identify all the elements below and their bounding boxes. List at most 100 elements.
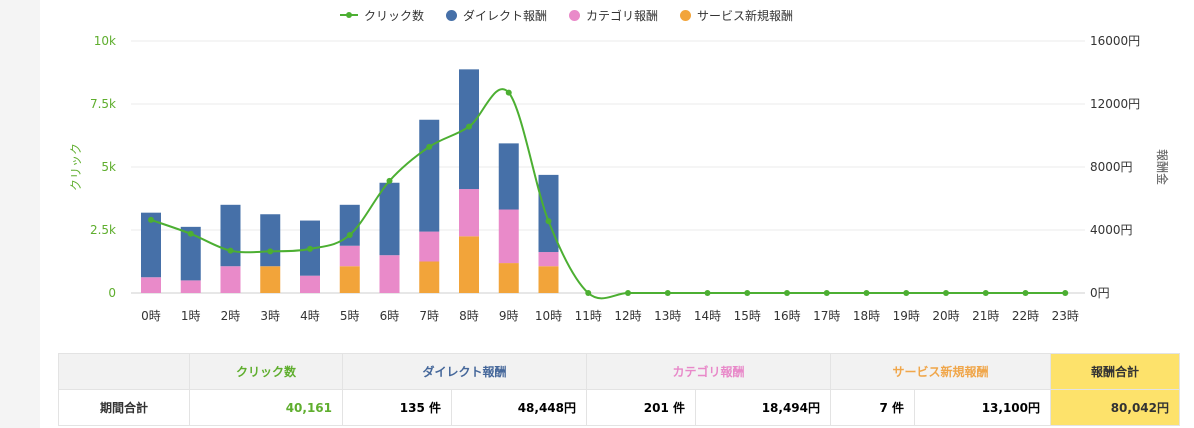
bar-category xyxy=(498,209,519,264)
legend-direct-label: ダイレクト報酬 xyxy=(463,8,548,23)
summary-header-category: カテゴリ報酬 xyxy=(586,353,831,390)
service-dot-icon xyxy=(680,9,692,21)
summary-row-label: 期間合計 xyxy=(58,389,190,426)
bar-category xyxy=(180,280,201,293)
click-point xyxy=(585,290,592,296)
click-point xyxy=(346,232,353,239)
bar-service xyxy=(538,266,559,293)
x-tick-label: 4時 xyxy=(300,309,320,323)
summary-clicks: 40,161 xyxy=(189,389,343,426)
x-tick-label: 3時 xyxy=(260,309,280,323)
click-point xyxy=(1062,290,1069,296)
legend-service[interactable]: サービス新規報酬 xyxy=(680,7,793,24)
legend-service-label: サービス新規報酬 xyxy=(697,8,794,23)
summary-total: 80,042円 xyxy=(1050,389,1180,426)
legend-clicks-label: クリック数 xyxy=(364,8,425,23)
bar-direct xyxy=(260,214,281,267)
category-dot-icon xyxy=(569,9,581,21)
bar-service xyxy=(498,263,519,293)
click-point xyxy=(903,290,910,296)
legend-clicks[interactable]: クリック数 xyxy=(340,7,424,24)
x-tick-label: 14時 xyxy=(694,309,721,323)
direct-dot-icon xyxy=(446,9,458,21)
chart-legend: クリック数 ダイレクト報酬 カテゴリ報酬 サービス新規報酬 xyxy=(340,5,793,25)
click-point xyxy=(625,290,631,296)
bar-direct xyxy=(498,143,519,210)
bar-category xyxy=(220,266,241,293)
bar-category xyxy=(459,189,479,237)
x-tick-label: 9時 xyxy=(499,309,519,323)
click-point xyxy=(823,290,830,296)
click-point xyxy=(863,290,870,296)
bar-category xyxy=(419,231,440,262)
x-tick-label: 10時 xyxy=(535,309,562,323)
bar-category xyxy=(339,245,360,267)
x-tick-label: 22時 xyxy=(1012,309,1039,323)
click-point xyxy=(1022,290,1029,296)
bar-service xyxy=(260,266,281,293)
summary-header-clicks: クリック数 xyxy=(189,353,343,390)
x-tick-label: 6時 xyxy=(380,309,400,323)
left-tick-label: 7.5k xyxy=(90,97,116,111)
x-tick-label: 21時 xyxy=(972,309,999,323)
bar-category xyxy=(379,255,400,293)
x-tick-label: 20時 xyxy=(932,309,959,323)
click-point xyxy=(386,177,393,184)
click-point xyxy=(267,248,274,255)
summary-category-amount: 18,494円 xyxy=(695,389,831,426)
left-tick-label: 10k xyxy=(94,34,116,48)
axes: 0 0円 2.5k 4000円 5k 8000円 7.5k 12000円 10k 16000円クリ… xyxy=(69,34,1170,323)
left-tick-label: 0 xyxy=(108,286,116,300)
summary-direct-amount: 48,448円 xyxy=(451,389,587,426)
x-tick-label: 13時 xyxy=(654,309,681,323)
x-tick-label: 5時 xyxy=(340,309,360,323)
legend-direct[interactable]: ダイレクト報酬 xyxy=(446,7,547,24)
click-point xyxy=(505,89,512,96)
x-tick-label: 1時 xyxy=(181,309,201,323)
click-line xyxy=(148,88,1069,300)
right-tick-label: 16000円 xyxy=(1090,34,1140,48)
x-tick-label: 19時 xyxy=(893,309,920,323)
summary-header-direct: ダイレクト報酬 xyxy=(342,353,587,390)
bar-direct xyxy=(419,119,440,232)
x-tick-label: 15時 xyxy=(734,309,761,323)
right-tick-label: 4000円 xyxy=(1090,223,1133,237)
click-point xyxy=(307,245,313,252)
left-tick-label: 2.5k xyxy=(90,223,116,237)
left-tick-label: 5k xyxy=(101,160,116,174)
bar-category xyxy=(141,277,161,293)
summary-direct-count: 135 件 xyxy=(342,389,452,426)
summary-service-amount: 13,100円 xyxy=(914,389,1051,426)
click-point xyxy=(426,143,433,150)
summary-total-row: 期間合計 40,161 135 件 48,448円 201 件 18,494円 … xyxy=(58,389,1180,426)
bar-category xyxy=(300,275,320,293)
bar-service xyxy=(339,266,360,293)
x-tick-label: 16時 xyxy=(773,309,800,323)
click-point xyxy=(187,230,194,237)
line-marker-icon xyxy=(340,10,358,20)
legend-category-label: カテゴリ報酬 xyxy=(586,8,659,23)
summary-category-count: 201 件 xyxy=(586,389,696,426)
click-series-line xyxy=(150,88,1066,300)
click-point xyxy=(982,290,989,296)
bar-direct xyxy=(220,204,241,267)
x-tick-label: 7時 xyxy=(419,309,439,323)
hourly-chart: 0 0円 2.5k 4000円 5k 8000円 7.5k 12000円 10k 16000円クリ… xyxy=(69,34,1170,323)
right-axis-title: 報酬金 xyxy=(1155,149,1170,185)
x-tick-label: 18時 xyxy=(853,309,880,323)
click-point xyxy=(227,247,234,254)
right-tick-label: 0円 xyxy=(1090,286,1110,300)
legend-category[interactable]: カテゴリ報酬 xyxy=(569,7,658,24)
summary-header-service: サービス新規報酬 xyxy=(830,353,1051,390)
summary-header-row: クリック数 ダイレクト報酬 カテゴリ報酬 サービス新規報酬 報酬合計 xyxy=(58,353,1180,390)
bar-direct xyxy=(339,204,360,246)
bar-direct xyxy=(180,226,201,281)
left-axis-title: クリック xyxy=(69,143,83,191)
right-tick-label: 12000円 xyxy=(1090,97,1140,111)
right-tick-label: 8000円 xyxy=(1090,160,1133,174)
summary-header-empty xyxy=(58,353,190,390)
click-point xyxy=(545,218,552,225)
bars xyxy=(141,69,559,293)
bar-direct xyxy=(141,212,161,278)
x-tick-label: 2時 xyxy=(221,309,241,323)
